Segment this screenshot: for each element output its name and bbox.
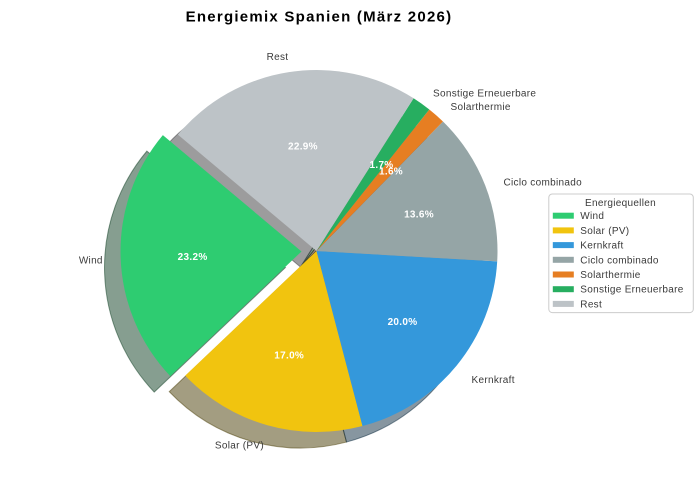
svg-text:Wind: Wind [580,211,604,222]
svg-text:Wind: Wind [79,255,103,266]
svg-text:Rest: Rest [580,299,602,310]
svg-text:1.6%: 1.6% [379,167,403,178]
svg-text:17.0%: 17.0% [274,351,304,362]
svg-text:Sonstige Erneuerbare: Sonstige Erneuerbare [580,285,683,296]
svg-text:Ciclo combinado: Ciclo combinado [504,178,583,189]
svg-text:13.6%: 13.6% [404,209,434,220]
svg-text:Solar (PV): Solar (PV) [215,441,264,452]
svg-text:Energiemix Spanien (März 2026): Energiemix Spanien (März 2026) [186,9,453,26]
svg-text:Sonstige Erneuerbare: Sonstige Erneuerbare [433,88,536,99]
svg-text:Kernkraft: Kernkraft [580,241,623,252]
svg-text:Solarthermie: Solarthermie [451,102,511,113]
svg-text:1.7%: 1.7% [370,160,394,171]
svg-text:Rest: Rest [267,52,289,63]
svg-text:23.2%: 23.2% [178,252,208,263]
svg-text:Solar (PV): Solar (PV) [580,226,629,237]
svg-text:20.0%: 20.0% [388,317,418,328]
svg-text:Kernkraft: Kernkraft [472,375,515,386]
svg-text:22.9%: 22.9% [288,142,318,153]
svg-text:Solarthermie: Solarthermie [580,270,640,281]
svg-text:Ciclo combinado: Ciclo combinado [580,255,659,266]
svg-text:Energiequellen: Energiequellen [585,198,656,209]
